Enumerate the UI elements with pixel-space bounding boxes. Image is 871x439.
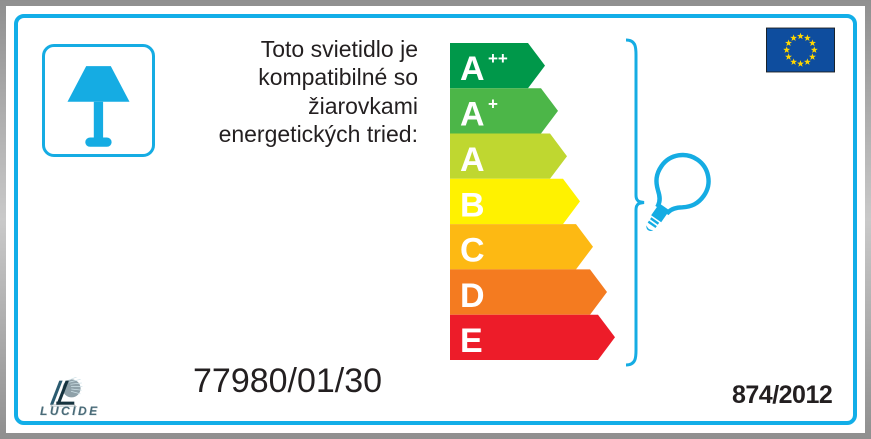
svg-text:D: D (460, 277, 485, 315)
svg-text:++: ++ (488, 49, 508, 68)
svg-text:A: A (460, 141, 485, 179)
svg-text:E: E (460, 322, 483, 360)
svg-text:A: A (460, 96, 485, 134)
svg-text:+: + (488, 95, 498, 114)
svg-text:B: B (460, 186, 485, 224)
svg-text:C: C (460, 232, 485, 270)
svg-text:A: A (460, 50, 485, 88)
